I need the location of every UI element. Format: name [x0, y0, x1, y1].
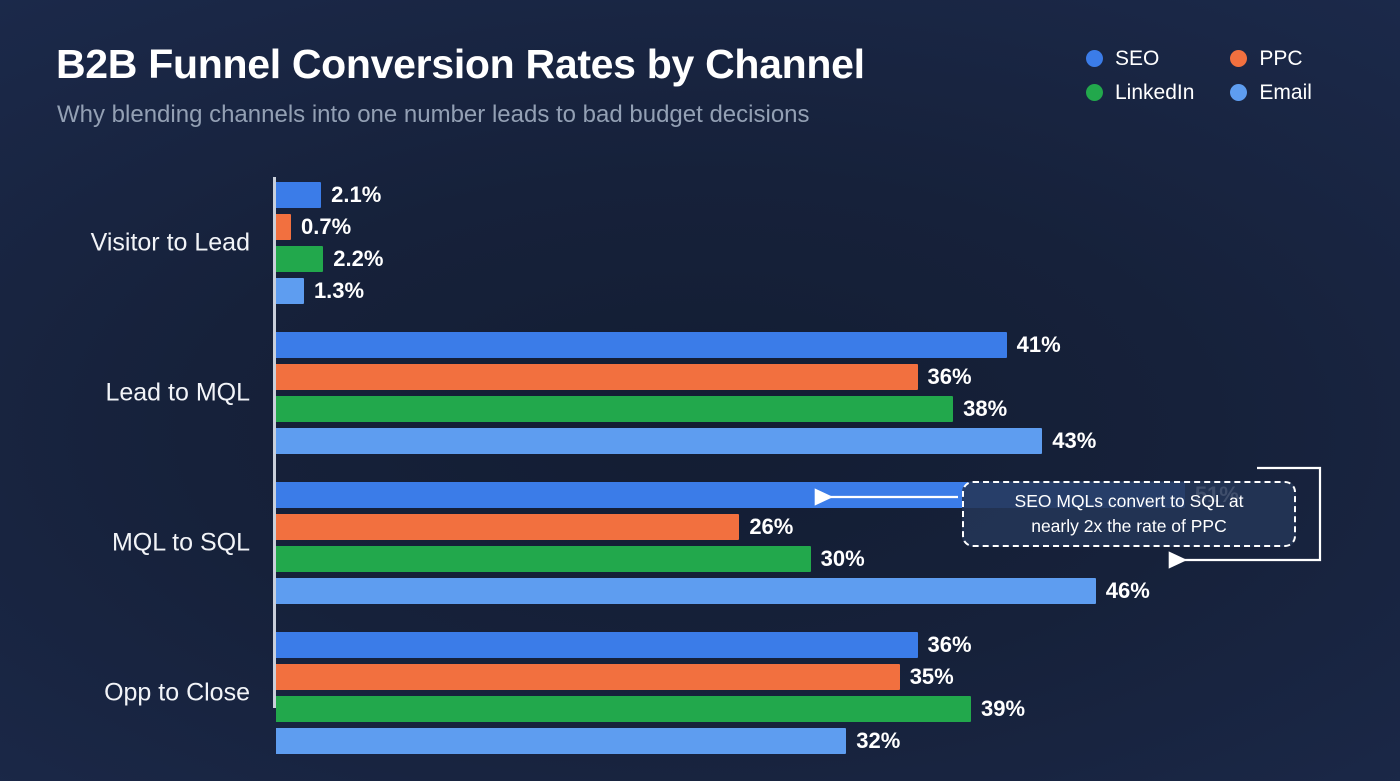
- legend-item-label: Email: [1259, 81, 1312, 104]
- bar-lead-to-mql-linkedin[interactable]: [276, 396, 954, 422]
- bar-value-label: 46%: [1105, 578, 1150, 603]
- bar-value-label: 26%: [749, 514, 794, 539]
- bar-mql-to-sql-email[interactable]: [276, 578, 1096, 604]
- bar-value-label: 2.1%: [331, 182, 382, 207]
- legend-swatch-icon: [1086, 50, 1103, 67]
- bar-opp-to-close-linkedin[interactable]: [276, 696, 971, 722]
- bar-value-label: 35%: [909, 664, 954, 689]
- annotation-line-1: SEO MQLs convert to SQL at: [1014, 491, 1244, 512]
- category-label-mql-to-sql: MQL to SQL: [111, 528, 250, 557]
- bar-value-label: 36%: [927, 364, 972, 389]
- legend-item-ppc[interactable]: PPC: [1230, 48, 1312, 69]
- bar-visitor-to-lead-seo[interactable]: [276, 182, 322, 208]
- bar-lead-to-mql-email[interactable]: [276, 428, 1043, 454]
- bar-mql-to-sql-ppc[interactable]: [276, 514, 740, 540]
- bar-value-label: 41%: [1016, 332, 1061, 357]
- bar-visitor-to-lead-linkedin[interactable]: [276, 246, 324, 272]
- bar-opp-to-close-email[interactable]: [276, 728, 847, 754]
- bar-lead-to-mql-ppc[interactable]: [276, 364, 918, 390]
- legend-item-seo[interactable]: SEO: [1086, 48, 1194, 69]
- bar-value-label: 39%: [980, 696, 1026, 721]
- bar-visitor-to-lead-email[interactable]: [276, 278, 304, 304]
- legend-swatch-icon: [1086, 84, 1103, 101]
- legend-item-email[interactable]: Email: [1230, 82, 1312, 103]
- bar-value-label: 1.3%: [313, 278, 365, 303]
- annotation-line-2: nearly 2x the rate of PPC: [1031, 516, 1227, 536]
- bar-opp-to-close-seo[interactable]: [276, 632, 918, 658]
- legend-item-label: LinkedIn: [1115, 81, 1195, 104]
- legend-item-label: PPC: [1259, 47, 1303, 70]
- annotation-callout-text: SEO MQLs convert to SQL at nearly 2x the…: [1001, 489, 1258, 539]
- annotation-callout: SEO MQLs convert to SQL at nearly 2x the…: [962, 481, 1296, 547]
- y-axis-line: [273, 177, 276, 708]
- bar-value-label: 2.2%: [333, 246, 384, 271]
- chart-legend: SEO PPC LinkedIn Email: [1086, 48, 1312, 103]
- category-label-visitor-to-lead: Visitor to Lead: [90, 228, 250, 257]
- bar-value-label: 36%: [927, 632, 972, 657]
- legend-swatch-icon: [1230, 84, 1248, 101]
- bar-visitor-to-lead-ppc[interactable]: [276, 214, 292, 240]
- bar-value-label: 38%: [963, 396, 1008, 421]
- category-label-lead-to-mql: Lead to MQL: [105, 378, 250, 407]
- chart-subtitle: Why blending channels into one number le…: [57, 101, 810, 128]
- bar-value-label: 0.7%: [301, 214, 352, 239]
- bar-value-label: 43%: [1052, 428, 1097, 453]
- bar-value-label: 30%: [820, 546, 865, 571]
- legend-item-linkedin[interactable]: LinkedIn: [1086, 82, 1194, 103]
- bar-mql-to-sql-linkedin[interactable]: [276, 546, 811, 572]
- legend-swatch-icon: [1230, 50, 1248, 67]
- category-label-opp-to-close: Opp to Close: [104, 678, 250, 707]
- bar-value-label: 32%: [856, 728, 901, 753]
- chart-title: B2B Funnel Conversion Rates by Channel: [56, 41, 865, 87]
- legend-item-label: SEO: [1115, 47, 1160, 70]
- bar-opp-to-close-ppc[interactable]: [276, 664, 900, 690]
- bar-lead-to-mql-seo[interactable]: [276, 332, 1007, 358]
